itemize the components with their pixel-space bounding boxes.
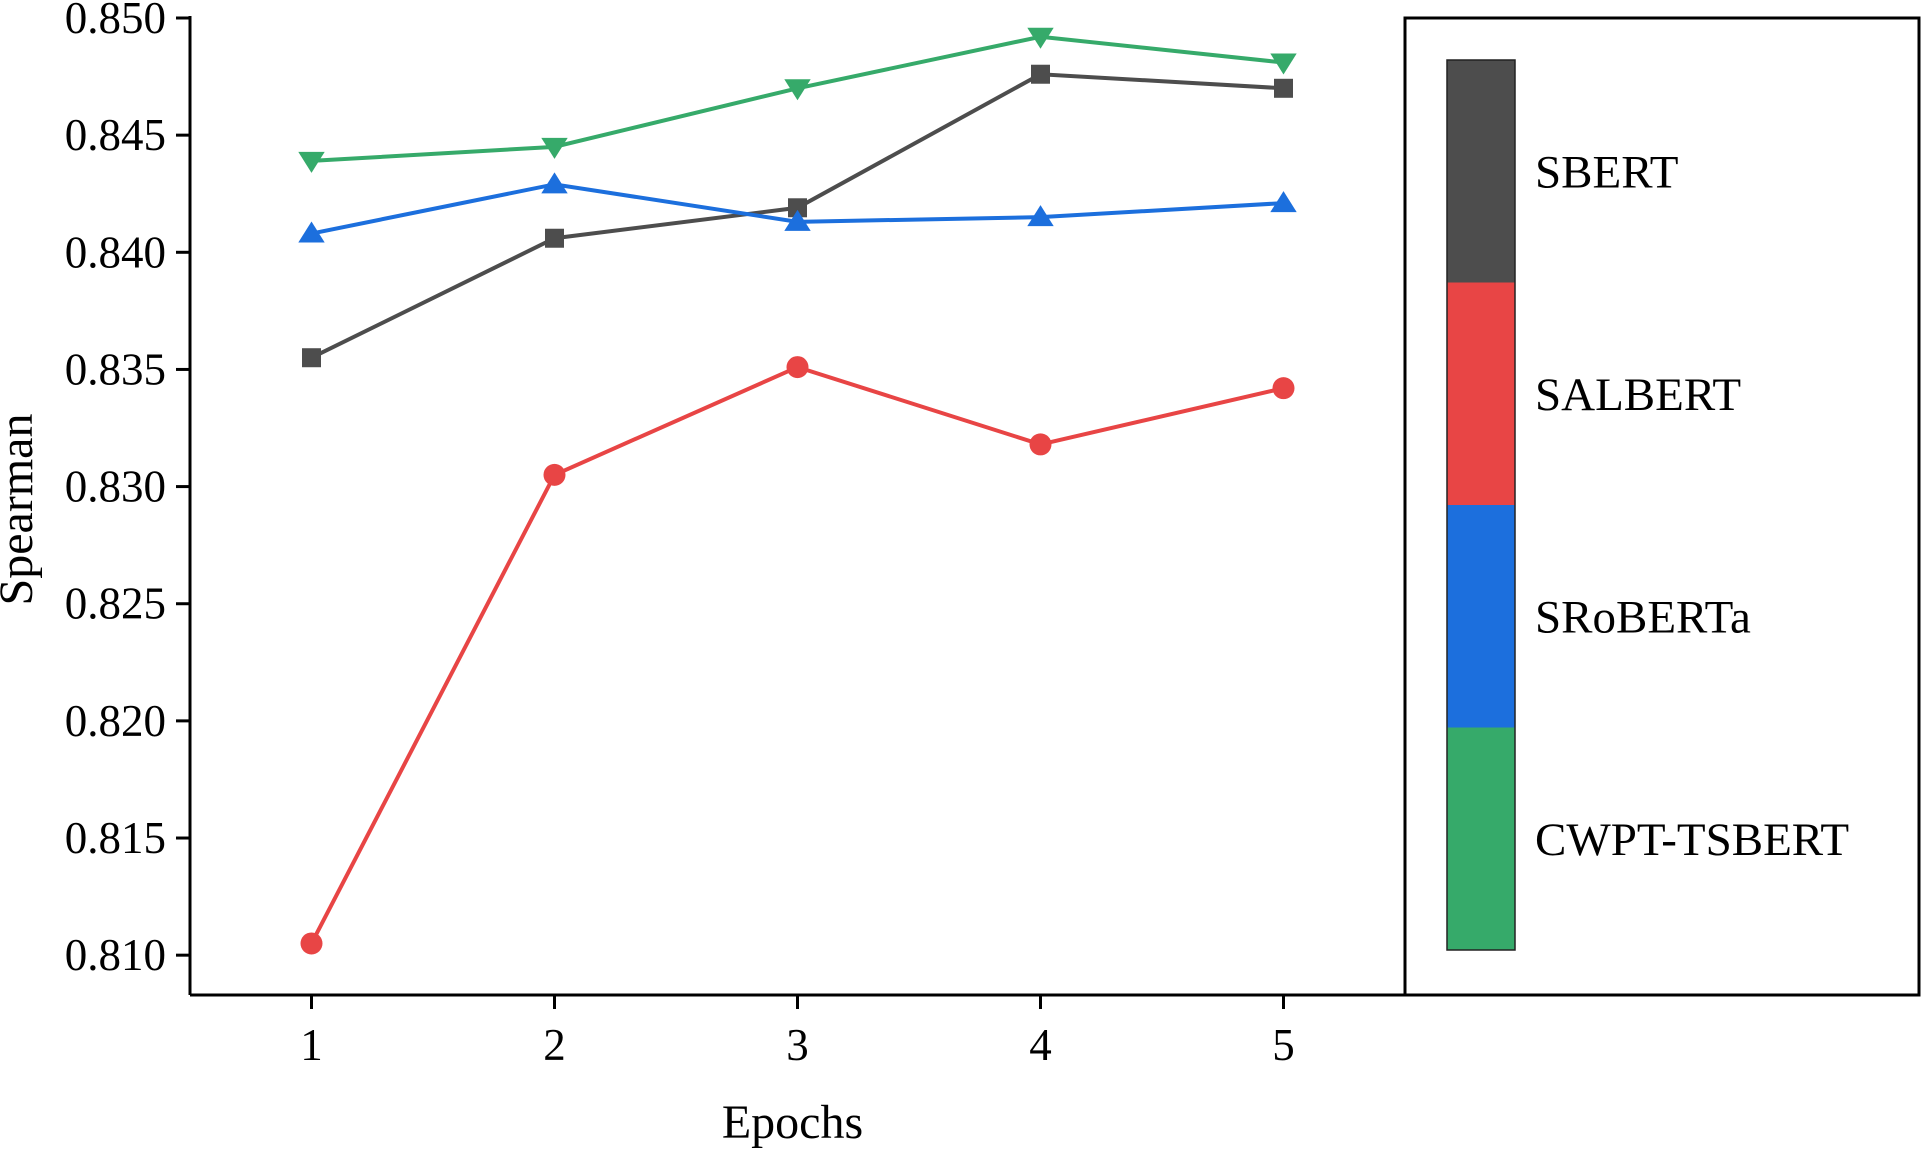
y-tick-label: 0.830 <box>65 462 166 512</box>
legend-label-sbert: SBERT <box>1535 146 1678 198</box>
data-point-sroberta <box>784 209 811 231</box>
legend: SBERT SALBERT SRoBERTa CWPT-TSBERT <box>1403 16 1921 997</box>
series-salbert <box>300 356 1295 955</box>
data-point-sbert <box>302 348 321 368</box>
y-tick-label: 0.850 <box>65 0 166 43</box>
legend-swatch-cwpt-tsbert <box>1447 727 1515 950</box>
legend-label-sroberta: SRoBERTa <box>1535 591 1751 643</box>
data-point-salbert <box>300 932 323 955</box>
series-sroberta <box>298 172 1297 243</box>
series-sbert <box>302 64 1293 368</box>
legend-label-salbert: SALBERT <box>1535 369 1741 421</box>
x-tick-label: 3 <box>786 1020 809 1070</box>
legend-swatch-sbert <box>1447 60 1515 283</box>
data-point-sbert <box>545 228 564 248</box>
x-tick-label: 2 <box>543 1020 566 1070</box>
legend-color-bar-outline <box>1446 59 1516 951</box>
data-point-sroberta <box>1027 205 1054 227</box>
data-point-sroberta <box>1270 191 1297 213</box>
data-point-sroberta <box>541 172 568 194</box>
data-point-sroberta <box>298 221 325 243</box>
y-axis-label: Spearman <box>0 414 43 606</box>
legend-swatch-salbert <box>1447 282 1515 505</box>
y-tick-label: 0.845 <box>65 110 166 160</box>
data-point-salbert <box>543 463 566 486</box>
y-tick-label: 0.820 <box>65 696 166 746</box>
series-cwpt-tsbert <box>298 27 1297 173</box>
y-tick-label: 0.840 <box>65 227 166 277</box>
y-tick-label: 0.815 <box>65 813 166 863</box>
plot-area: 0.810 0.815 0.820 0.825 0.830 0.835 0.840 0.845… <box>0 0 1405 1149</box>
x-tick-label: 1 <box>300 1020 323 1070</box>
data-point-cwpt-tsbert <box>784 79 811 101</box>
data-point-cwpt-tsbert <box>298 151 325 173</box>
data-point-cwpt-tsbert <box>1027 27 1054 49</box>
data-point-sbert <box>1274 78 1293 98</box>
x-tick-label: 4 <box>1029 1020 1052 1070</box>
legend-box <box>1403 16 1921 997</box>
y-tick-label: 0.835 <box>65 344 166 394</box>
series-layer <box>298 27 1297 955</box>
data-point-salbert <box>1272 377 1295 400</box>
y-tick-label: 0.810 <box>65 930 166 980</box>
x-tick-label: 5 <box>1272 1020 1295 1070</box>
legend-label-cwpt-tsbert: CWPT-TSBERT <box>1535 814 1849 866</box>
legend-swatch-sroberta <box>1447 505 1515 728</box>
data-point-sbert <box>788 198 807 218</box>
y-tick-label: 0.825 <box>65 579 166 629</box>
x-axis-label: Epochs <box>722 1096 863 1149</box>
data-point-sbert <box>1031 64 1050 84</box>
data-point-cwpt-tsbert <box>541 137 568 159</box>
data-point-salbert <box>1029 433 1052 456</box>
data-point-cwpt-tsbert <box>1270 53 1297 75</box>
data-point-salbert <box>786 356 809 379</box>
series-line-salbert <box>309 364 1284 945</box>
